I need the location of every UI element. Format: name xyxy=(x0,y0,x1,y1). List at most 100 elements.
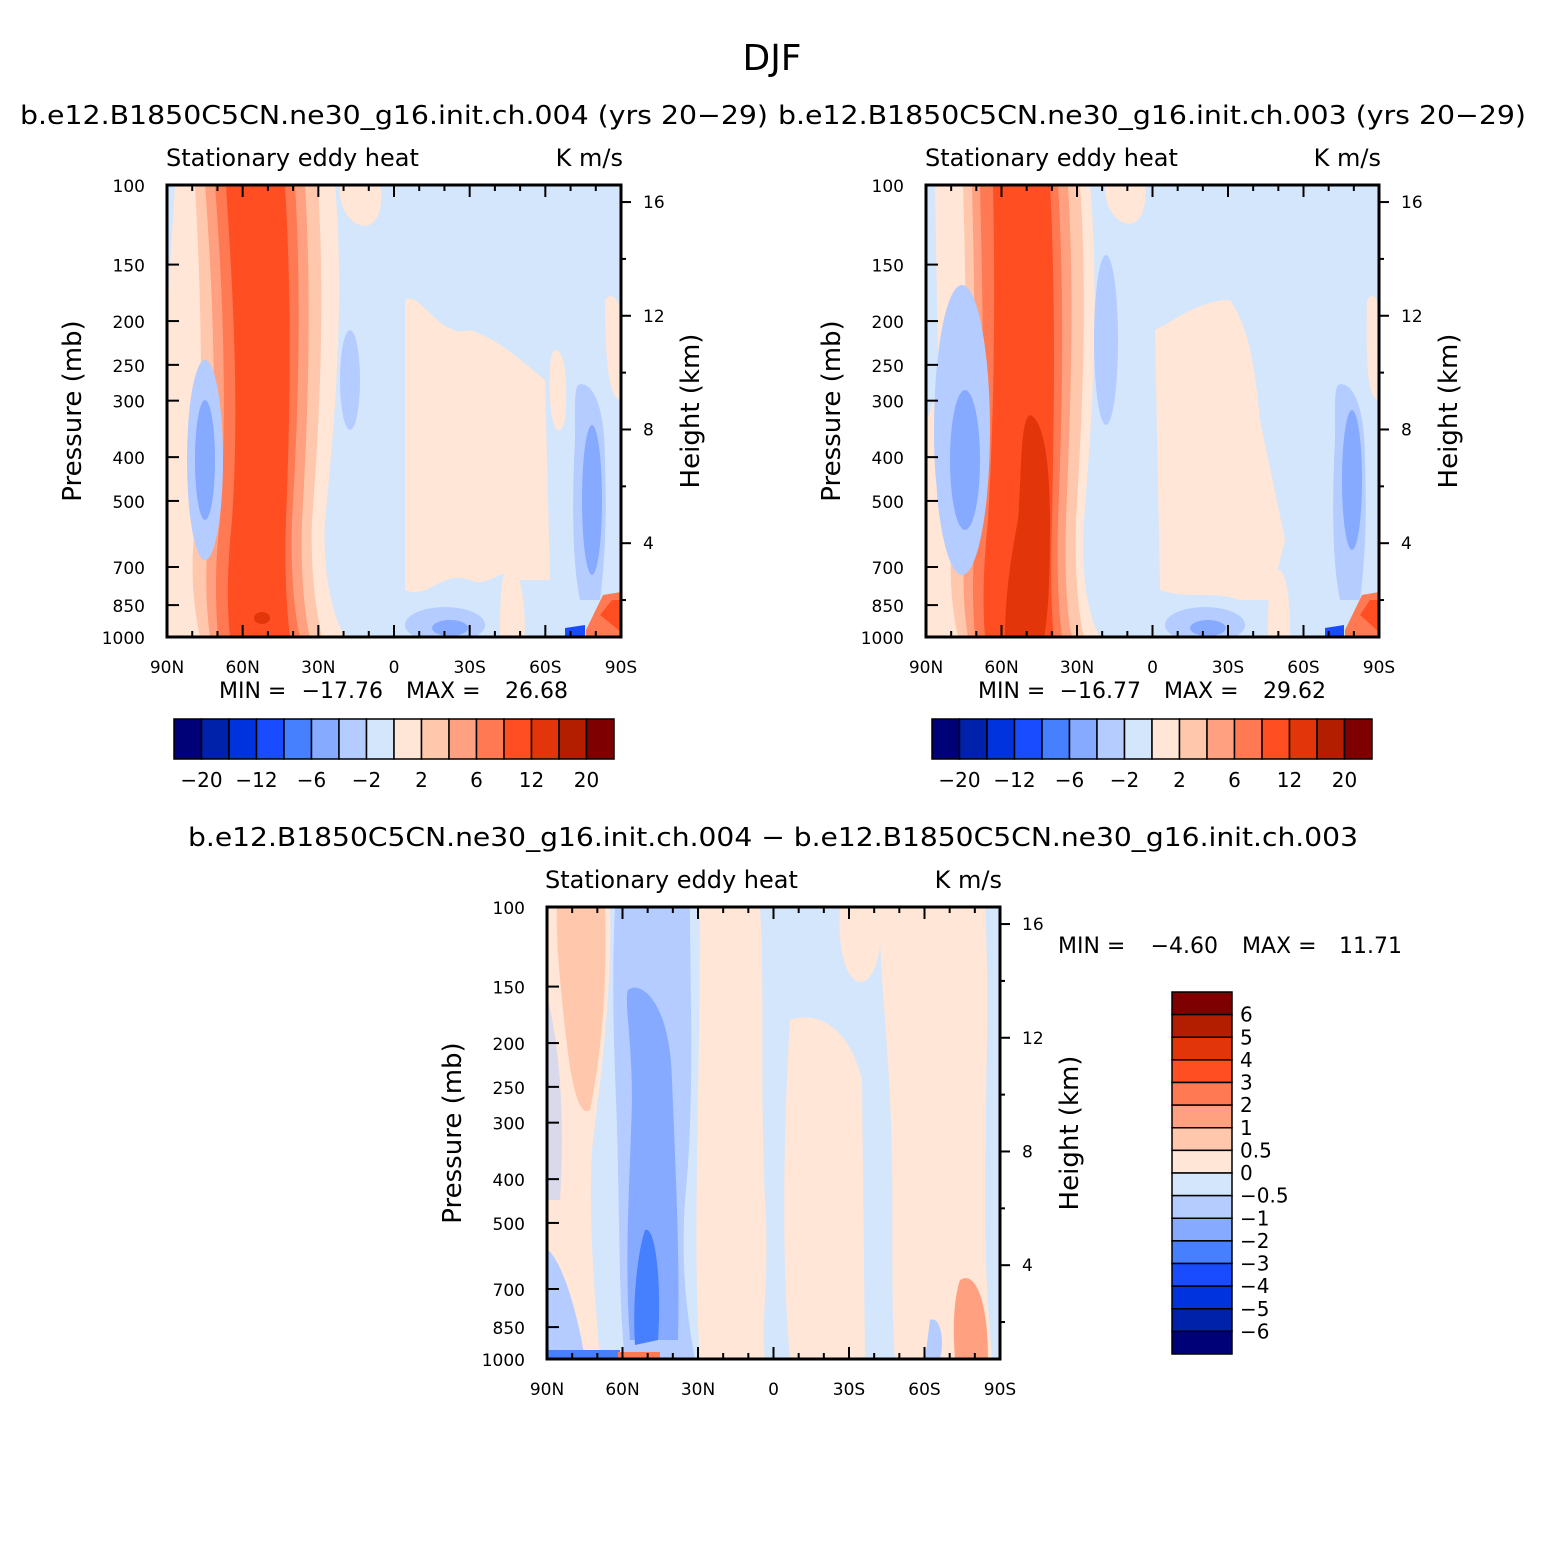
colorbar-swatch xyxy=(1041,718,1071,760)
panel3-y-tick-label: 250 xyxy=(493,1079,525,1099)
panel3-y-tick-label: 400 xyxy=(493,1171,525,1191)
panel2-y2-tick-label: 8 xyxy=(1401,420,1412,440)
colorbar-swatch xyxy=(1178,718,1208,760)
colorbar-swatch xyxy=(1171,1240,1233,1265)
panel3-max-label: MAX = xyxy=(1242,934,1317,959)
panel2-x-tick-label: 60N xyxy=(984,658,1018,678)
panel3-y-axis-label: Pressure (mb) xyxy=(438,1042,468,1223)
panel3-y-tick-label: 850 xyxy=(493,1319,525,1339)
colorbar-label: −2 xyxy=(352,768,381,792)
colorbar-swatch xyxy=(585,718,615,760)
panel2-y-tick-label: 400 xyxy=(872,449,904,469)
panel3-y-tick-label: 150 xyxy=(493,979,525,999)
colorbar-label: −3 xyxy=(1240,1252,1269,1276)
panel2-y-tick-label: 1000 xyxy=(861,629,904,649)
panel1-minmax: MIN = −17.76 MAX = 26.68 xyxy=(219,679,568,704)
panel1-y-tick-label: 700 xyxy=(113,559,145,579)
panel3-x-tick-label: 30N xyxy=(681,1380,715,1400)
panel2-variable-label: Stationary eddy heat xyxy=(925,144,1178,172)
panel1-contour-field xyxy=(167,185,621,637)
colorbar-swatch xyxy=(338,718,368,760)
colorbar-swatch xyxy=(1123,718,1153,760)
panel1-min-value: −17.76 xyxy=(302,679,383,704)
colorbar-swatch xyxy=(173,718,203,760)
colorbar-swatch xyxy=(558,718,588,760)
colorbar-swatch xyxy=(986,718,1016,760)
colorbar-swatch xyxy=(1171,1330,1233,1355)
panel2-y2-axis-label: Height (km) xyxy=(1434,334,1464,489)
panel2-contour-field xyxy=(926,185,1379,637)
colorbar-swatch xyxy=(475,718,505,760)
colorbar-label: 20 xyxy=(574,768,599,792)
colorbar-swatch xyxy=(1171,1127,1233,1152)
panel3-x-tick-label: 60N xyxy=(605,1380,639,1400)
panel1-x-tick-label: 90S xyxy=(605,658,637,678)
colorbar-swatch xyxy=(1171,991,1233,1016)
panel3-y2-tick-label: 4 xyxy=(1022,1256,1033,1276)
colorbar-label: −2 xyxy=(1240,1229,1269,1253)
panel2-max-label: MAX = xyxy=(1164,679,1239,704)
panel1-min-label: MIN = xyxy=(219,679,286,704)
colorbar-swatch xyxy=(365,718,395,760)
colorbar-swatch xyxy=(1171,1081,1233,1106)
colorbar-label: 4 xyxy=(1240,1048,1253,1072)
panel1-max-value: 26.68 xyxy=(505,679,568,704)
colorbar-swatch xyxy=(1068,718,1098,760)
colorbar-swatch xyxy=(200,718,230,760)
panel3-x-tick-label: 0 xyxy=(768,1380,779,1400)
panel1-y-tick-label: 250 xyxy=(113,357,145,377)
colorbar-label: 12 xyxy=(1277,768,1302,792)
colorbar-label: 6 xyxy=(1228,768,1241,792)
colorbar-label: −6 xyxy=(1240,1319,1269,1343)
panel1-x-tick-label: 60S xyxy=(529,658,561,678)
panel1-y2-tick-label: 12 xyxy=(643,307,665,327)
panel1-case-title: b.e12.B1850C5CN.ne30_g16.init.ch.004 (yr… xyxy=(20,101,768,131)
panel1-variable-label: Stationary eddy heat xyxy=(166,144,419,172)
panel2-minmax: MIN = −16.77 MAX = 29.62 xyxy=(978,679,1326,704)
colorbar-label: 6 xyxy=(470,768,483,792)
panel3-y-tick-label: 700 xyxy=(493,1281,525,1301)
colorbar-swatch xyxy=(1171,1059,1233,1084)
panel2-y-tick-label: 100 xyxy=(872,177,904,197)
panel2-x-tick-label: 60S xyxy=(1287,658,1319,678)
colorbar-label: −20 xyxy=(938,768,980,792)
panel2-y-tick-label: 150 xyxy=(872,257,904,277)
panel3-x-tick-label: 90S xyxy=(984,1380,1016,1400)
panel2-y2-tick-label: 12 xyxy=(1401,307,1423,327)
colorbar-label: 2 xyxy=(415,768,428,792)
panel3-x-tick-label: 90N xyxy=(530,1380,564,1400)
panel1-y-tick-label: 150 xyxy=(113,257,145,277)
panel3-max-value: 11.71 xyxy=(1339,934,1402,959)
panel1-y2-tick-label: 4 xyxy=(643,534,654,554)
colorbar-label: −6 xyxy=(297,768,326,792)
panel2-y-tick-label: 300 xyxy=(872,393,904,413)
panel3-minmax: MIN = −4.60 MAX = 11.71 xyxy=(1058,934,1402,959)
colorbar-swatch xyxy=(1171,1172,1233,1197)
colorbar-label: −20 xyxy=(180,768,222,792)
panel3-y-tick-label: 200 xyxy=(493,1035,525,1055)
colorbar-swatch xyxy=(283,718,313,760)
panel2-y-tick-label: 700 xyxy=(872,559,904,579)
colorbar-swatch xyxy=(931,718,961,760)
panel2-x-tick-label: 0 xyxy=(1147,658,1158,678)
panel1-y-tick-label: 200 xyxy=(113,313,145,333)
panel3-y2-tick-label: 8 xyxy=(1022,1142,1033,1162)
colorbar-swatch xyxy=(228,718,258,760)
colorbar-swatch xyxy=(1171,1285,1233,1310)
colorbar-label: −12 xyxy=(993,768,1035,792)
panel1-y-axis-label: Pressure (mb) xyxy=(58,320,88,501)
colorbar-swatch xyxy=(958,718,988,760)
colorbar-swatch xyxy=(1316,718,1346,760)
colorbar-swatch xyxy=(1171,1036,1233,1061)
panel2-y-tick-label: 200 xyxy=(872,313,904,333)
panel2-x-tick-label: 30S xyxy=(1212,658,1244,678)
colorbar-label: −5 xyxy=(1240,1297,1269,1321)
colorbar-swatch xyxy=(393,718,423,760)
panel2-x-tick-label: 30N xyxy=(1060,658,1094,678)
panel1-y-tick-label: 500 xyxy=(113,493,145,513)
colorbar-swatch xyxy=(1171,1217,1233,1242)
colorbar-swatch xyxy=(1171,1104,1233,1129)
colorbar-label: −6 xyxy=(1055,768,1084,792)
colorbar-swatch xyxy=(1171,1149,1233,1174)
